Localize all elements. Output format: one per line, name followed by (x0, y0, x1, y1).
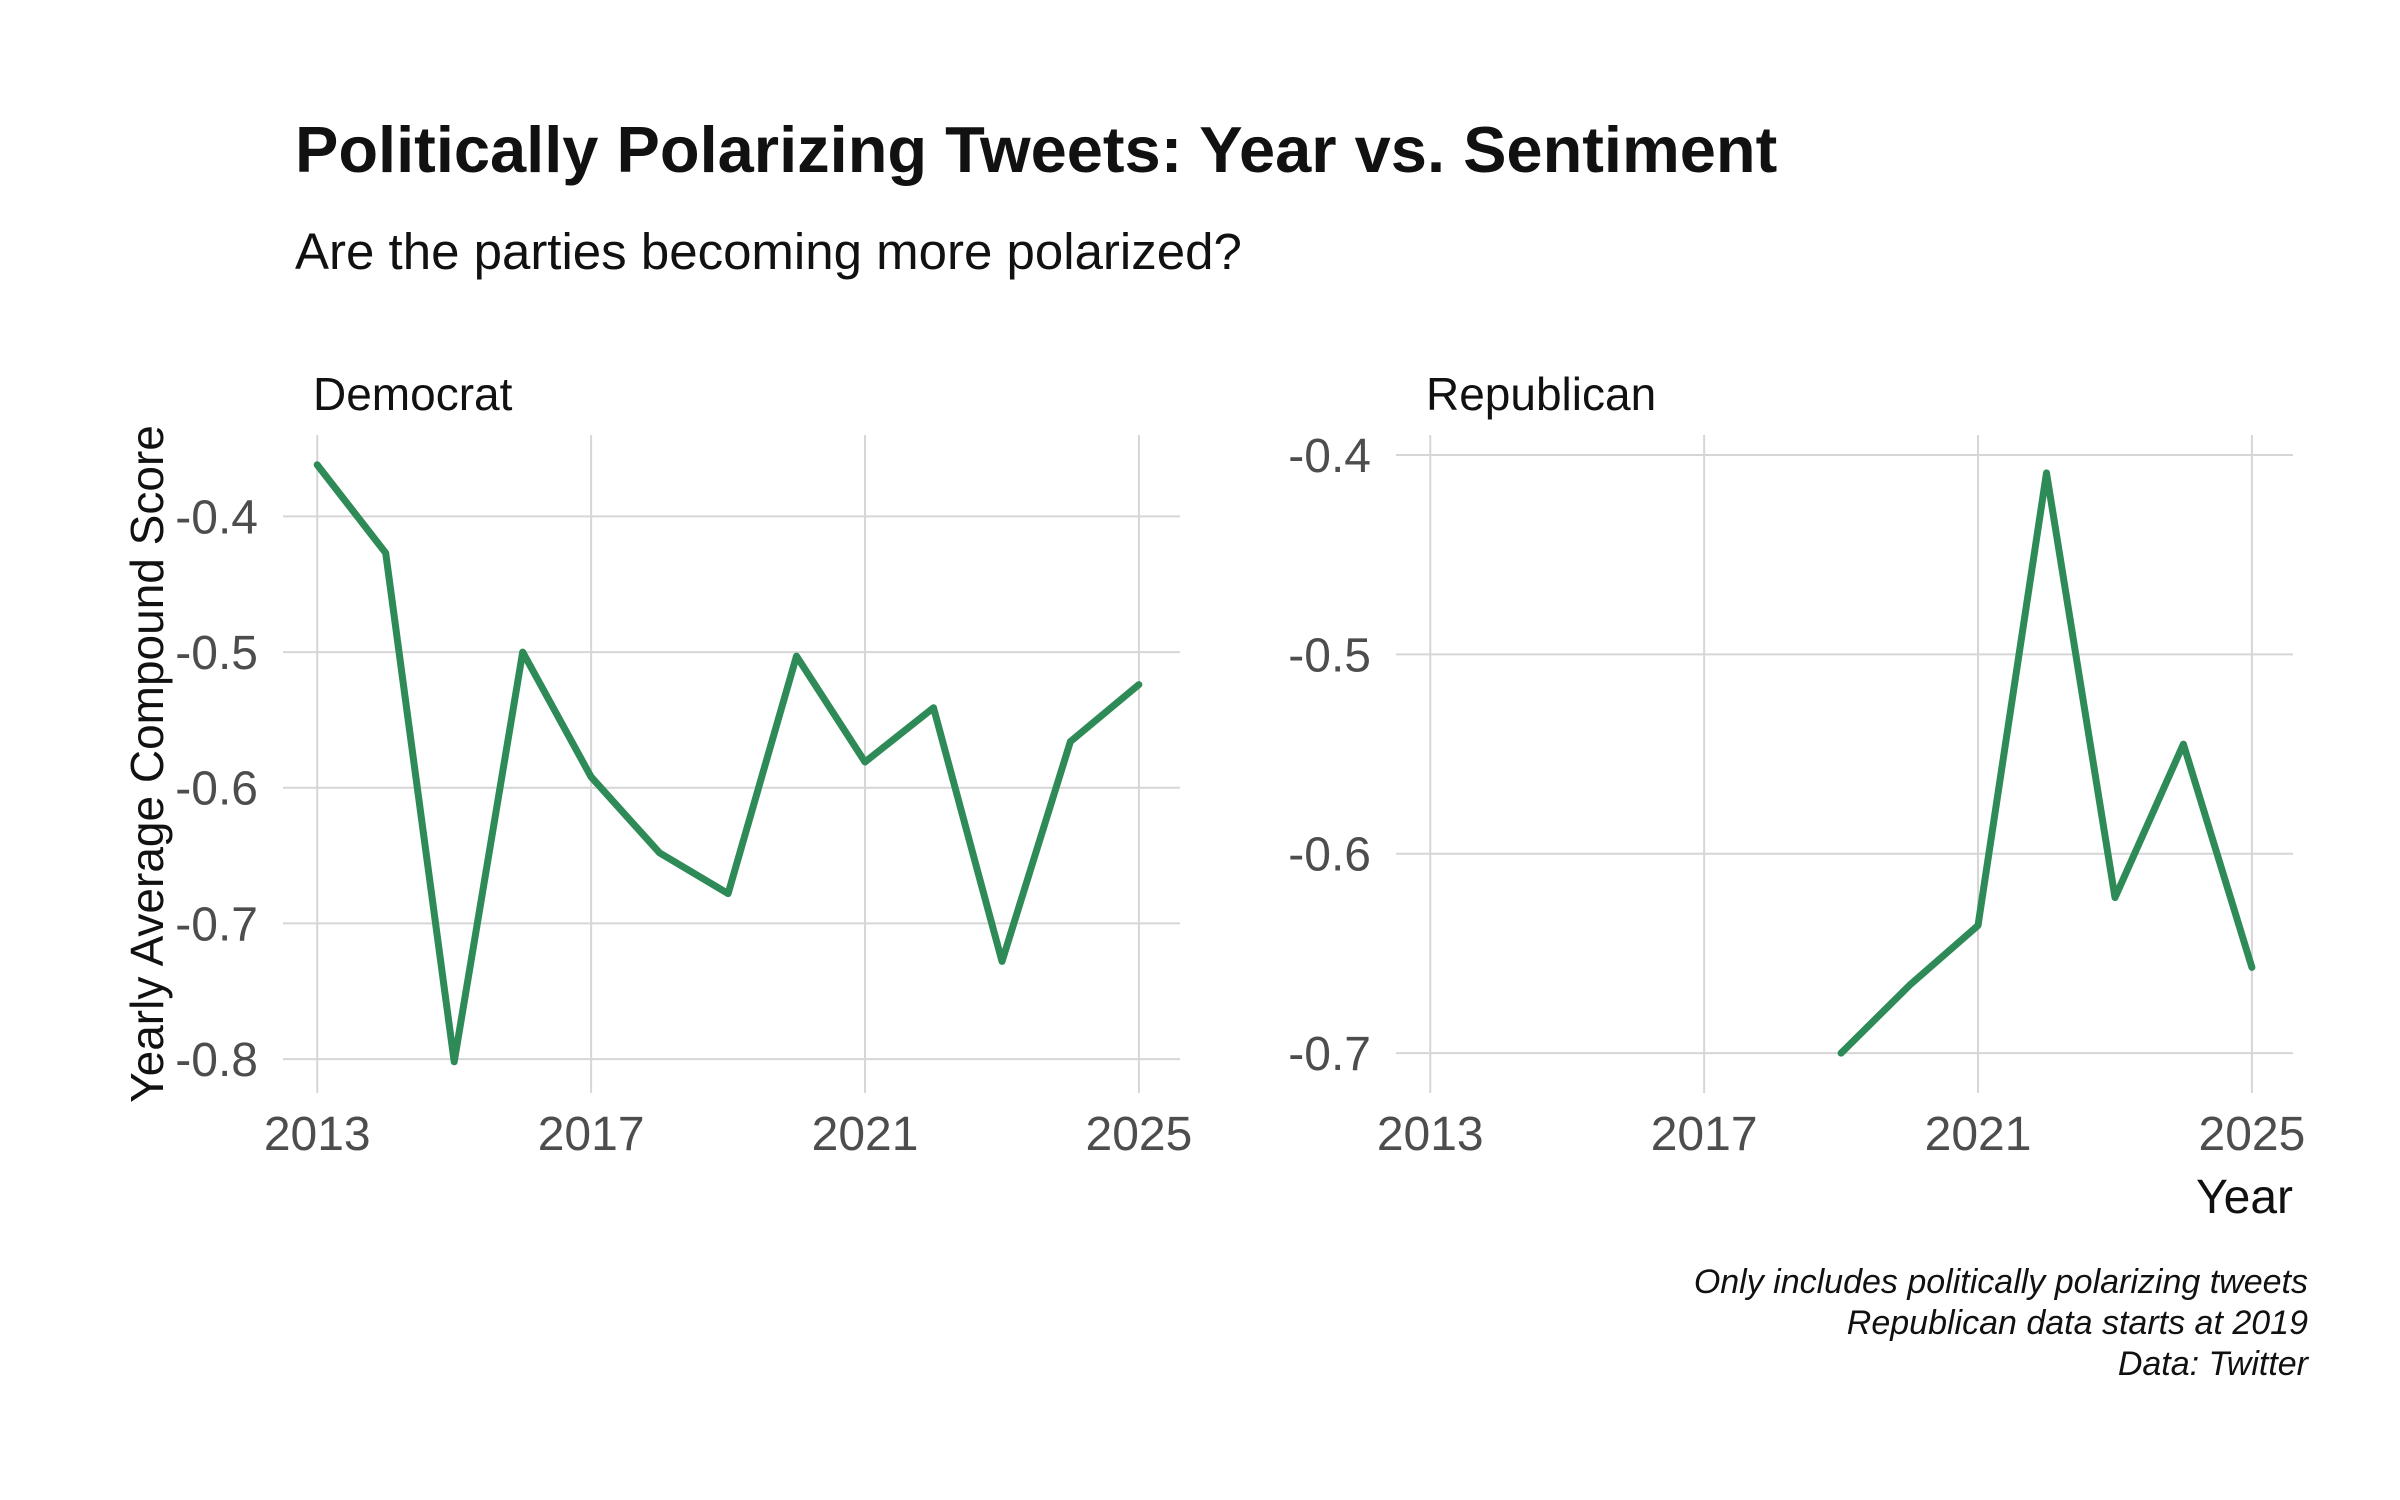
democrat-xtick-label-2017: 2017 (538, 1108, 645, 1161)
republican-xtick-label-2025: 2025 (2199, 1108, 2306, 1161)
caption: Only includes politically polarizing twe… (1694, 1262, 2308, 1385)
democrat-xtick-label-2025: 2025 (1086, 1108, 1193, 1161)
democrat-ytick-label--0.7: -0.7 (175, 898, 258, 951)
chart-title: Politically Polarizing Tweets: Year vs. … (295, 113, 1778, 186)
caption-line-1: Only includes politically polarizing twe… (1693, 1263, 2308, 1301)
republican-ytick-label--0.7: -0.7 (1288, 1028, 1371, 1081)
democrat-y-axis-title: Yearly Average Compound Score (121, 425, 173, 1103)
democrat-facet-label: Democrat (313, 368, 513, 420)
chart-subtitle: Are the parties becoming more polarized? (295, 223, 1242, 280)
democrat-ytick-label--0.8: -0.8 (175, 1034, 258, 1087)
republican-xtick-label-2013: 2013 (1377, 1108, 1484, 1161)
caption-line-2: Republican data starts at 2019 (1846, 1304, 2308, 1342)
republican-xtick-label-2021: 2021 (1925, 1108, 2032, 1161)
caption-line-3: Data: Twitter (2117, 1345, 2308, 1383)
democrat-ytick-label--0.5: -0.5 (175, 627, 258, 680)
democrat-series-line-0 (313, 461, 1143, 1066)
democrat-xtick-label-2021: 2021 (812, 1108, 919, 1161)
republican-ytick-label--0.6: -0.6 (1288, 829, 1371, 882)
democrat-xtick-label-2013: 2013 (264, 1108, 371, 1161)
republican-series-line-0 (1837, 469, 2256, 1057)
republican-ytick-label--0.5: -0.5 (1288, 629, 1371, 682)
republican-x-axis-title: Year (2196, 1171, 2293, 1224)
republican-facet-label: Republican (1426, 368, 1656, 420)
republican-ytick-label--0.4: -0.4 (1288, 430, 1371, 483)
democrat-ytick-label--0.4: -0.4 (175, 491, 258, 544)
republican-xtick-label-2017: 2017 (1651, 1108, 1758, 1161)
democrat-ytick-label--0.6: -0.6 (175, 763, 258, 816)
